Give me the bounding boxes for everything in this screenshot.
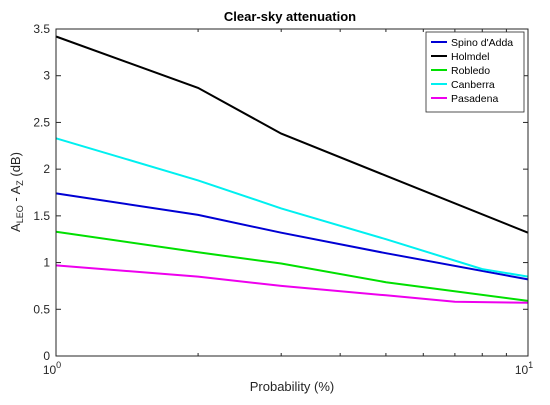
y-tick-label: 2.5 xyxy=(33,115,50,129)
y-tick-label: 2 xyxy=(43,162,50,176)
series-line-spino-d-adda xyxy=(55,192,529,281)
legend-label: Canberra xyxy=(451,79,495,91)
y-tick-label: 3.5 xyxy=(33,22,50,36)
legend: Spino d'Adda Holmdel Robledo Canberra Pasade… xyxy=(425,31,525,113)
series-line-pasadena xyxy=(55,264,529,304)
legend-label: Pasadena xyxy=(451,93,498,105)
series-line-holmdel xyxy=(55,35,529,234)
y-tick-label: 1.5 xyxy=(33,209,50,223)
y-axis-label: ALEO - AZ (dB) xyxy=(8,152,25,232)
series-line-robledo xyxy=(55,230,529,302)
x-tick-label: 101 xyxy=(515,360,533,377)
series-lines xyxy=(55,35,529,304)
y-axis: 0 0.5 1 1.5 2 2.5 3 3.5 xyxy=(33,22,528,363)
series-line-canberra xyxy=(55,137,529,278)
x-tick-label: 100 xyxy=(43,360,61,377)
y-tick-label: 0 xyxy=(43,349,50,363)
x-axis-label: Probability (%) xyxy=(250,379,335,394)
chart-title: Clear-sky attenuation xyxy=(224,9,356,24)
legend-label: Spino d'Adda xyxy=(451,37,513,49)
legend-label: Robledo xyxy=(451,65,490,77)
y-tick-label: 3 xyxy=(43,69,50,83)
legend-label: Holmdel xyxy=(451,51,490,63)
y-tick-label: 1 xyxy=(43,256,50,270)
plot-frame xyxy=(55,28,529,357)
y-tick-label: 0.5 xyxy=(33,302,50,316)
